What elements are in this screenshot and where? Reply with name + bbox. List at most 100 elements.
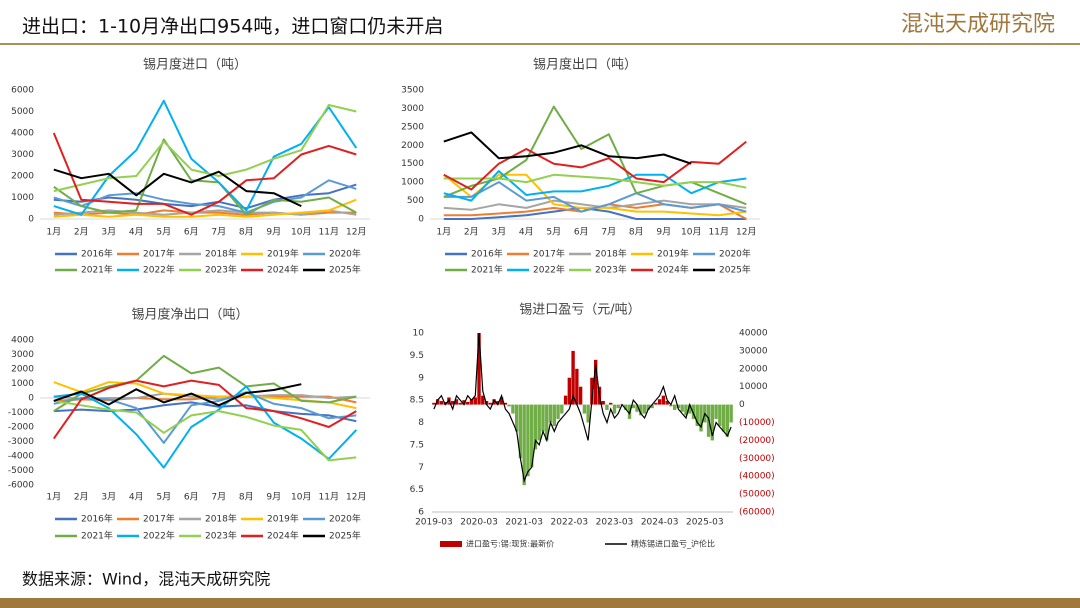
y-tick-label: 3000 [11, 150, 34, 160]
bar [624, 404, 628, 410]
y-tick-label: 7.5 [410, 440, 424, 450]
bar [680, 404, 684, 412]
bar [514, 404, 519, 432]
y-tick-label: 3500 [401, 86, 424, 96]
bar [522, 404, 526, 486]
bar [578, 386, 583, 405]
legend-label: 2019年 [267, 248, 299, 260]
bar [590, 377, 594, 405]
legend-label: 2025年 [329, 264, 361, 276]
y-tick-label: 6000 [11, 86, 34, 96]
y-tick-label: 6.5 [410, 485, 424, 495]
bar [518, 404, 523, 459]
y-tick-label: 9 [418, 373, 424, 383]
x-tick-label: 8月 [239, 492, 254, 503]
y-tick-label: 3000 [11, 350, 34, 360]
x-tick-label: 12月 [346, 227, 366, 238]
series-line [443, 199, 747, 211]
x-tick-label: 3月 [491, 227, 506, 238]
y-tick-label: 4000 [11, 129, 34, 139]
x-tick-label: 12月 [736, 227, 756, 238]
legend-label: 2016年 [81, 248, 113, 260]
legend-label: 2020年 [719, 248, 751, 260]
bar [631, 404, 635, 409]
y-tick-label: 10 [413, 329, 425, 339]
legend-label: 2024年 [267, 530, 299, 542]
legend-label: 2022年 [143, 530, 175, 542]
bar [477, 333, 481, 405]
x-tick-label: 8月 [239, 227, 254, 238]
header-rule [0, 43, 1080, 45]
x-tick-label: 3月 [101, 227, 116, 238]
bar [718, 404, 722, 427]
x-tick-label: 2020-03 [460, 518, 498, 528]
bar [725, 404, 730, 437]
x-tick-label: 2月 [74, 227, 89, 238]
bar [439, 401, 444, 405]
bar [466, 401, 470, 405]
legend-label: 2023年 [205, 530, 237, 542]
series-line [443, 170, 747, 202]
x-tick-label: 2021-03 [505, 518, 543, 528]
y-tick-label: -2000 [8, 423, 34, 433]
x-tick-label: 9月 [266, 227, 281, 238]
series-line [443, 105, 747, 206]
y2-tick-label: (50000) [739, 490, 775, 500]
bar [721, 404, 726, 432]
bar [563, 395, 568, 405]
series-line [433, 332, 732, 483]
bar [699, 404, 703, 432]
y-tick-label: -5000 [8, 466, 34, 476]
bar [676, 404, 681, 409]
series-line [53, 399, 357, 462]
chart-title: 锡进口盈亏（元/吨） [519, 303, 640, 318]
y-tick-label: -4000 [8, 452, 34, 462]
legend-label: 2021年 [81, 264, 113, 276]
x-tick-label: 11月 [709, 227, 729, 238]
legend-label: 2021年 [81, 530, 113, 542]
series-line [53, 138, 357, 216]
bar [646, 404, 651, 410]
bar [454, 399, 459, 405]
legend-label: 2025年 [719, 264, 751, 276]
bar [560, 404, 564, 414]
legend-label: 2017年 [143, 513, 175, 525]
bar [432, 402, 436, 405]
series-line [53, 385, 358, 469]
x-tick-label: 10月 [681, 227, 701, 238]
legend-label: 2022年 [533, 264, 565, 276]
bar [650, 404, 654, 409]
bar [654, 402, 658, 405]
bar [469, 399, 474, 405]
bar [729, 404, 733, 423]
bar [488, 402, 493, 405]
y-tick-label: 0 [418, 215, 424, 225]
y-tick-label: -1000 [8, 408, 34, 418]
x-tick-label: 4月 [129, 492, 144, 503]
series-line [53, 401, 357, 423]
y-tick-label: 1000 [11, 379, 34, 389]
legend-label: 2023年 [205, 264, 237, 276]
y-tick-label: -6000 [8, 481, 34, 491]
bar [695, 404, 699, 427]
bar [586, 404, 590, 423]
bar [616, 404, 620, 409]
y-tick-label: 1000 [11, 193, 34, 203]
bar [714, 404, 718, 419]
bar [507, 404, 511, 407]
legend-label: 2020年 [329, 248, 361, 260]
y-tick-label: 0 [28, 394, 34, 404]
bar [672, 404, 677, 410]
legend-label: 2024年 [657, 264, 689, 276]
bar [593, 359, 598, 405]
bar [635, 404, 639, 412]
x-tick-label: 2月 [74, 492, 89, 503]
bar [548, 404, 553, 423]
series-line [443, 206, 747, 220]
legend-label: 2016年 [81, 513, 113, 525]
bar [462, 400, 466, 405]
bar [571, 350, 575, 405]
x-tick-label: 2月 [464, 227, 479, 238]
y-tick-label: 0 [28, 215, 34, 225]
bar [537, 404, 541, 441]
